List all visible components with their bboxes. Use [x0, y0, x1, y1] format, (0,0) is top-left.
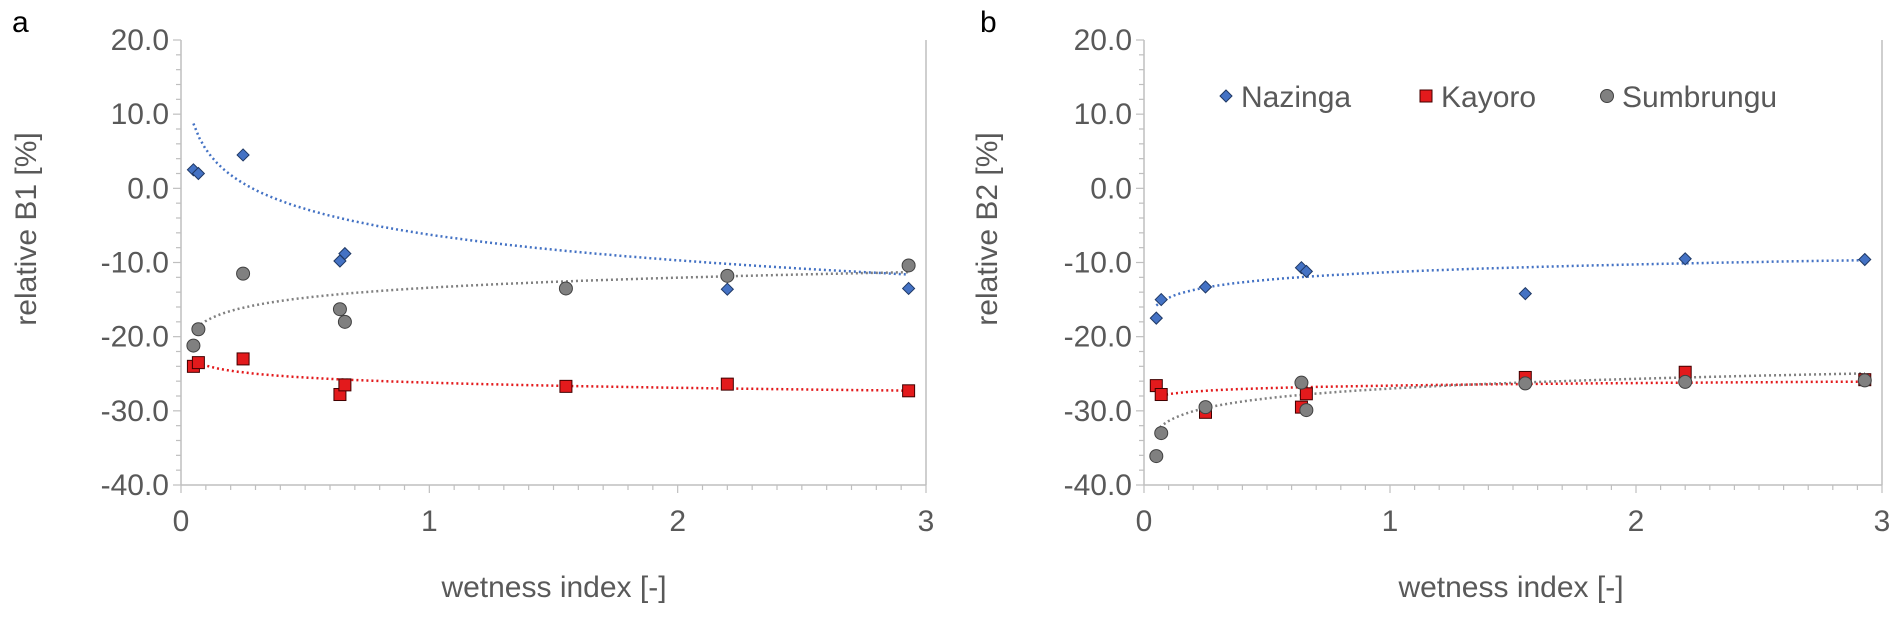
trendline-sumbrungu [1155, 372, 1865, 432]
trendline-nazinga [192, 123, 909, 276]
x-tick-label: 3 [1874, 505, 1891, 538]
data-point-sumbrungu [186, 338, 201, 353]
y-tick-label: -10.0 [101, 247, 169, 280]
x-tick-label: 1 [1382, 505, 1399, 538]
data-point-kayoro [191, 356, 205, 370]
data-point-sumbrungu [1198, 400, 1213, 415]
y-tick-label: 20.0 [1074, 24, 1132, 57]
data-point-nazinga [236, 148, 250, 162]
legend-item-nazinga: Nazinga [1219, 81, 1351, 114]
data-point-kayoro [902, 384, 916, 398]
data-point-sumbrungu [332, 302, 347, 317]
legend-label-nazinga: Nazinga [1241, 81, 1351, 114]
legend-marker-sumbrungu [1600, 89, 1614, 103]
chart-panel-b: b relative B2 [%] wetness index [-] 20.0… [971, 6, 1890, 604]
data-point-kayoro [1299, 387, 1313, 401]
trendline-nazinga [1155, 258, 1865, 307]
data-point-nazinga [338, 246, 352, 261]
y-tick-label: 10.0 [1074, 98, 1132, 131]
legend-item-kayoro: Kayoro [1419, 81, 1536, 114]
data-point-sumbrungu [1154, 426, 1169, 441]
data-points-a [186, 148, 916, 402]
data-point-sumbrungu [337, 314, 352, 329]
x-tick-label: 2 [1628, 505, 1645, 538]
data-point-nazinga [1858, 252, 1872, 267]
x-axis-label-b: wetness index [-] [1397, 571, 1623, 604]
data-points-b [1149, 252, 1872, 464]
legend-item-sumbrungu: Sumbrungu [1600, 81, 1777, 114]
y-tick-label: -20.0 [1064, 321, 1132, 354]
data-point-sumbrungu [720, 268, 735, 283]
x-tick-label: 1 [421, 505, 438, 538]
data-point-sumbrungu [1294, 375, 1309, 390]
data-point-sumbrungu [1857, 373, 1872, 388]
legend-marker-nazinga [1219, 89, 1233, 103]
data-point-sumbrungu [558, 281, 573, 296]
y-tick-label: 0.0 [1090, 172, 1132, 205]
trendline-kayoro [1156, 380, 1865, 398]
data-point-nazinga [901, 281, 916, 296]
axes-a: 20.0 10.0 0.0 -10.0 -20.0 -30.0 -40.00 1 2 3 [101, 24, 935, 538]
y-axis-label-a: relative B1 [%] [10, 132, 43, 325]
legend-symbol-sumbrungu [1600, 89, 1614, 103]
x-tick-label: 0 [173, 505, 190, 538]
panel-letter-b: b [980, 6, 997, 39]
data-point-kayoro [720, 377, 734, 391]
x-axis-label-a: wetness index [-] [440, 571, 666, 604]
data-point-sumbrungu [191, 322, 206, 337]
legend-symbol-nazinga [1219, 89, 1233, 103]
y-tick-label: -20.0 [101, 321, 169, 354]
y-tick-label: -40.0 [101, 469, 169, 502]
data-point-kayoro [338, 378, 352, 392]
y-tick-label: -10.0 [1064, 247, 1132, 280]
legend-label-sumbrungu: Sumbrungu [1622, 81, 1777, 114]
legend-marker-kayoro [1419, 89, 1433, 103]
data-point-sumbrungu [236, 266, 251, 281]
axes-b: 20.0 10.0 0.0 -10.0 -20.0 -30.0 -40.00 1 2 3 [1064, 24, 1891, 538]
legend: Nazinga Kayoro Sumbrungu [1219, 81, 1777, 114]
y-tick-label: 20.0 [111, 24, 169, 57]
data-point-kayoro [1154, 388, 1168, 402]
x-tick-label: 3 [918, 505, 935, 538]
y-tick-label: -30.0 [101, 395, 169, 428]
data-point-sumbrungu [1518, 376, 1533, 391]
trendlines-a [192, 123, 909, 392]
x-tick-label: 0 [1136, 505, 1153, 538]
y-tick-label: -40.0 [1064, 469, 1132, 502]
data-point-kayoro [236, 352, 250, 366]
trendlines-b [1155, 258, 1865, 432]
data-point-sumbrungu [1678, 374, 1693, 389]
y-axis-label-b: relative B2 [%] [971, 132, 1004, 325]
trendline-kayoro [192, 359, 909, 392]
data-point-nazinga [1678, 252, 1692, 266]
x-tick-label: 2 [669, 505, 686, 538]
panel-letter-a: a [12, 6, 29, 39]
data-point-nazinga [1299, 264, 1314, 279]
data-point-sumbrungu [1149, 449, 1164, 464]
data-point-sumbrungu [901, 258, 916, 273]
data-point-nazinga [1198, 280, 1213, 294]
legend-label-kayoro: Kayoro [1441, 81, 1536, 114]
data-point-nazinga [1154, 292, 1168, 307]
trendline-sumbrungu [192, 270, 909, 332]
data-point-sumbrungu [1299, 403, 1314, 418]
data-point-nazinga [1518, 286, 1533, 301]
data-point-nazinga [720, 282, 735, 296]
data-point-nazinga [1149, 311, 1164, 325]
y-tick-label: 0.0 [127, 172, 169, 205]
data-point-nazinga [191, 166, 206, 181]
legend-symbol-kayoro [1419, 89, 1433, 103]
y-tick-label: 10.0 [111, 98, 169, 131]
chart-panel-a: a relative B1 [%] wetness index [-] 20.0… [10, 6, 934, 604]
y-tick-label: -30.0 [1064, 395, 1132, 428]
data-point-kayoro [559, 379, 573, 393]
